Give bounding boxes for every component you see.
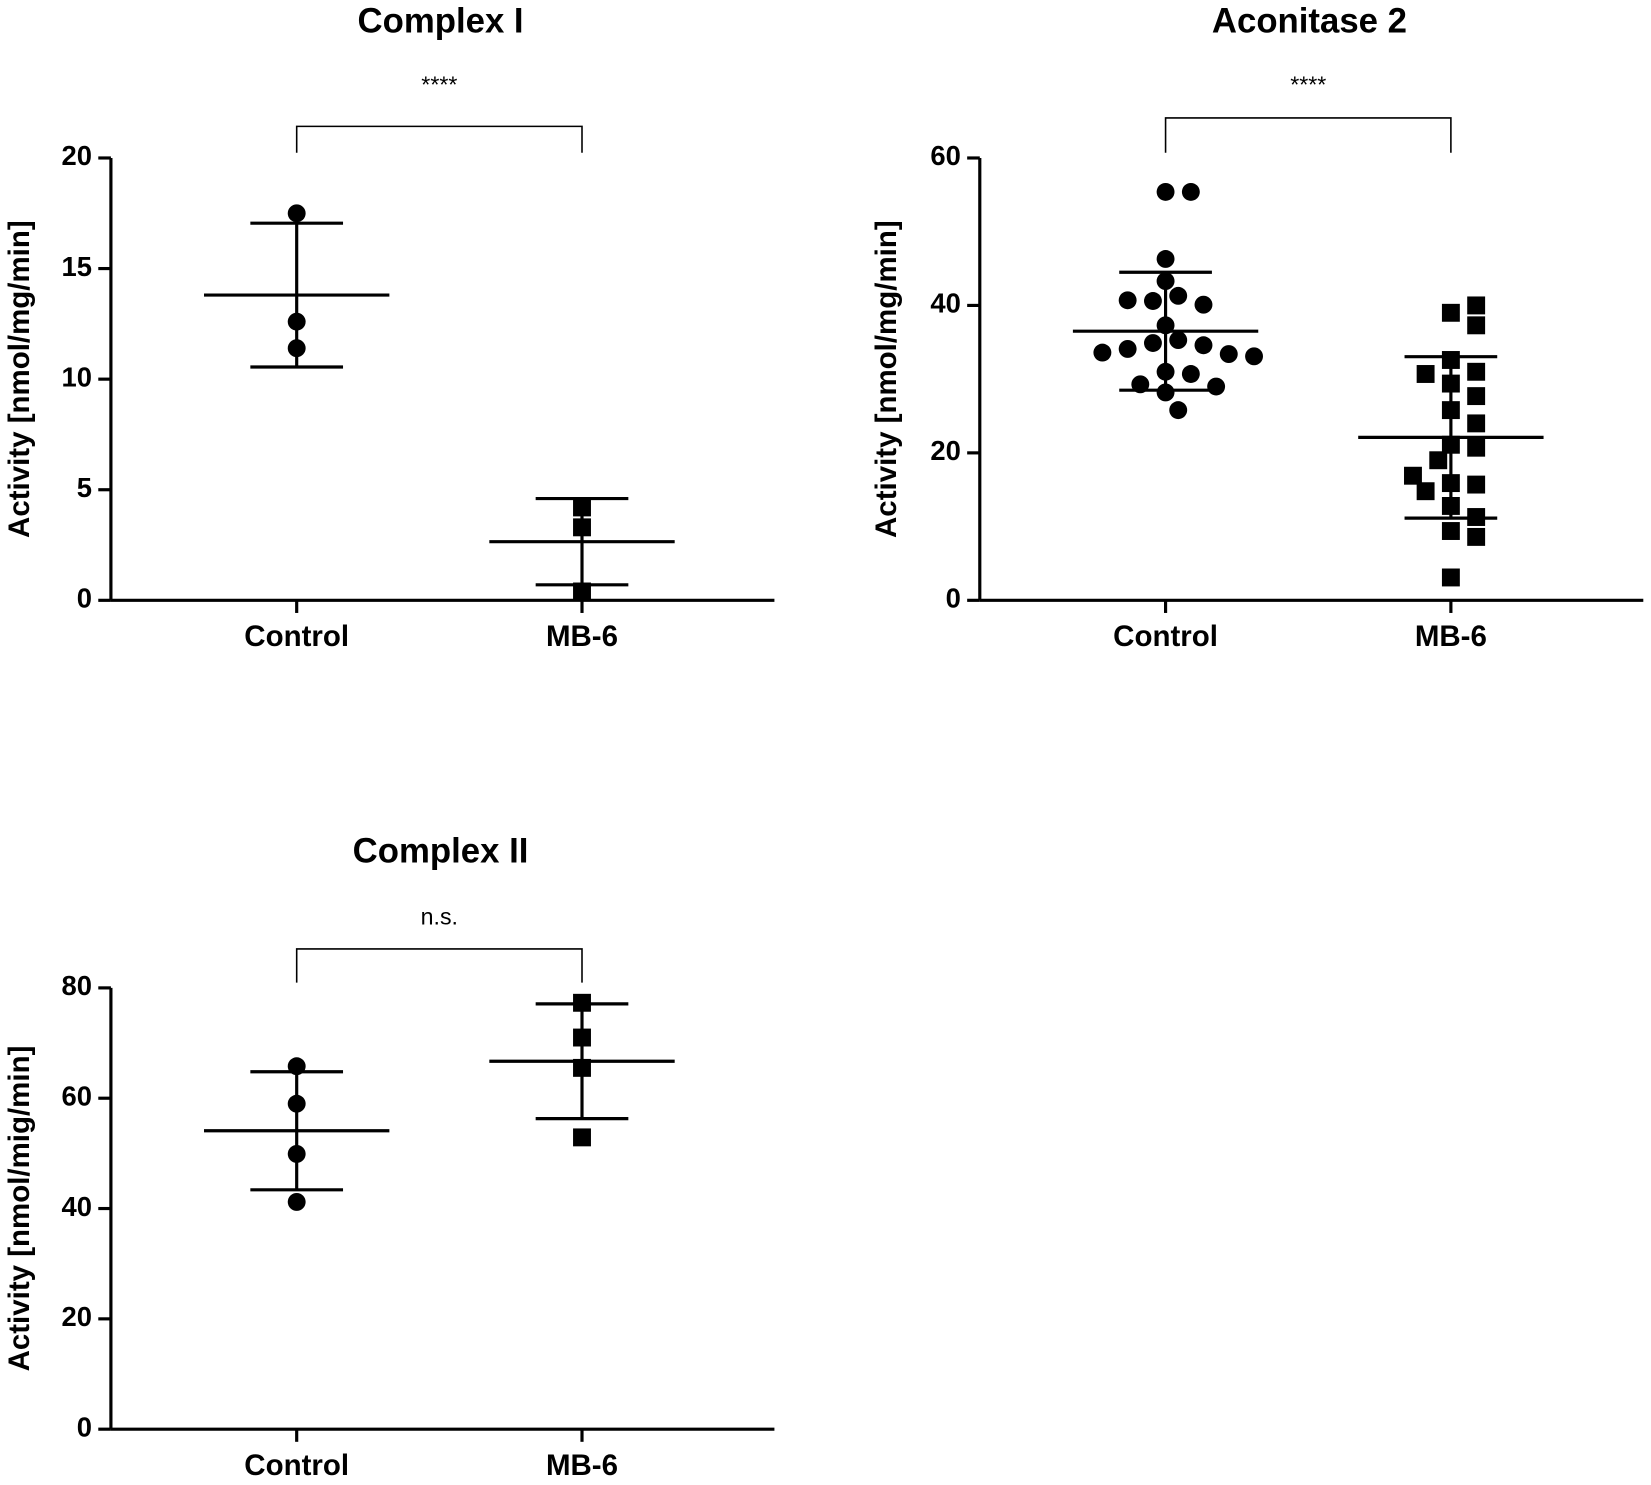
point: [1467, 475, 1486, 494]
y-tick-label: 40: [930, 288, 960, 319]
y-axis-label: Activity [nmol/mg/min]: [870, 220, 903, 538]
plot: Aconitase 2 Activity [nmol/mg/min] 0 20 40 60…: [870, 2, 1644, 653]
point: [1156, 182, 1175, 201]
point: [1467, 527, 1486, 546]
point: [1441, 303, 1460, 322]
point: [1169, 286, 1188, 305]
point: [573, 582, 591, 601]
point: [1467, 296, 1486, 315]
point: [1156, 250, 1175, 268]
y-tick-label: 80: [61, 970, 91, 1001]
point: [1181, 182, 1200, 201]
chart-title: Complex I: [358, 2, 524, 40]
x-tick-label: MB-6: [1415, 620, 1487, 653]
point: [1143, 292, 1162, 310]
x-tick-label: MB-6: [546, 1449, 618, 1482]
x-tick-label: Control: [244, 620, 349, 653]
y-tick-label: 20: [61, 140, 91, 171]
y-tick-label: 0: [77, 583, 92, 614]
chart-title: Complex II: [353, 832, 529, 870]
point: [1156, 383, 1175, 402]
point: [1245, 347, 1263, 366]
point: [573, 1128, 591, 1147]
y-tick-label: 0: [946, 583, 961, 614]
x-tick-label: Control: [244, 1449, 349, 1482]
y-axis-label: Activity [nmol/mg/min]: [3, 220, 36, 538]
y-tick-label: 60: [61, 1080, 91, 1111]
point: [1467, 438, 1486, 457]
x-tick-label: Control: [1113, 620, 1218, 653]
y-tick-label: 0: [77, 1411, 92, 1442]
y-tick-label: 5: [77, 472, 92, 503]
point: [1467, 316, 1486, 335]
significance-label: ****: [421, 71, 457, 97]
y-tick-label: 15: [61, 251, 91, 282]
point: [1467, 362, 1486, 381]
y-axis-label: Activity [nmol/mig/min]: [3, 1046, 36, 1372]
significance-bracket: [295, 948, 583, 983]
significance-label: n.s.: [421, 904, 458, 930]
point: [287, 204, 306, 223]
point: [1467, 414, 1486, 433]
point: [1467, 387, 1486, 406]
point: [1207, 377, 1226, 396]
significance-bracket: [1164, 117, 1452, 153]
plot: Complex II Activity [nmol/mig/min] 0 20 40 60…: [3, 832, 775, 1482]
y-tick-label: 60: [930, 140, 960, 171]
point: [1169, 331, 1188, 350]
significance-label: ****: [1290, 71, 1326, 97]
point: [1404, 466, 1422, 485]
point: [1194, 295, 1213, 314]
plot: Complex I Activity [nmol/mg/min] 0 5 10 15 20 C…: [3, 2, 775, 653]
point: [1118, 291, 1137, 310]
point: [1194, 336, 1213, 355]
point: [1093, 343, 1112, 362]
point: [1416, 482, 1435, 501]
point: [1219, 345, 1238, 364]
point: [1441, 522, 1460, 540]
point: [1118, 339, 1137, 358]
chart-title: Aconitase 2: [1212, 2, 1407, 40]
point: [1416, 365, 1435, 383]
point: [1441, 568, 1460, 587]
x-tick-label: MB-6: [546, 620, 618, 653]
significance-bracket: [295, 125, 583, 153]
y-tick-label: 20: [61, 1301, 91, 1332]
point: [287, 1192, 306, 1211]
point: [1181, 365, 1200, 383]
point: [1169, 401, 1188, 420]
y-tick-label: 40: [61, 1191, 91, 1222]
y-tick-label: 10: [61, 361, 91, 392]
point: [1429, 451, 1448, 470]
y-tick-label: 20: [930, 435, 960, 466]
point: [1143, 334, 1162, 352]
